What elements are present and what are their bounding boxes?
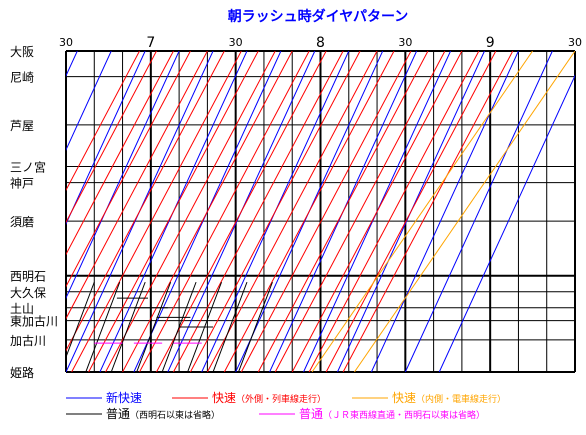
station-label: 加古川 <box>10 333 46 348</box>
kaisoku-outer-line <box>274 51 446 372</box>
kaisoku-outer-line <box>71 51 242 372</box>
time-tick-label: 9 <box>486 35 495 51</box>
kaisoku-outer-line <box>66 51 157 224</box>
station-label: 芦屋 <box>10 119 34 133</box>
legend-label: 普通 <box>299 407 323 421</box>
kaisoku-outer-line <box>66 51 191 288</box>
legend-note: （西明石以東は省略） <box>130 409 220 421</box>
kaisoku-outer-line <box>66 51 208 320</box>
train-lines <box>0 51 575 372</box>
local-line <box>110 281 146 372</box>
local-line <box>212 281 248 372</box>
kaisoku-outer-line <box>173 51 344 372</box>
shin-kaisoku-line <box>370 51 519 372</box>
station-label: 西明石 <box>10 270 46 284</box>
kaisoku-outer-line <box>122 51 293 372</box>
time-tick-label: 30 <box>59 36 73 49</box>
kaisoku-outer-line <box>139 51 310 372</box>
local-line <box>238 281 273 372</box>
legend-entry: 快速（外側・列車線走行） <box>212 391 326 405</box>
local-line <box>85 281 121 372</box>
kaisoku-outer-line <box>325 51 497 372</box>
shin-kaisoku-line <box>404 51 553 372</box>
legend-label: 快速 <box>392 391 416 405</box>
legend-note: （外側・列車線走行） <box>236 393 326 405</box>
legend-note: （内側・電車線走行） <box>416 393 506 405</box>
kaisoku-outer-line <box>223 51 395 372</box>
station-label: 東加古川 <box>10 314 58 329</box>
kaisoku-outer-line <box>156 51 327 372</box>
station-label: 大久保 <box>10 286 46 300</box>
kaisoku-outer-line <box>66 51 140 192</box>
legend-entry: 普通（西明石以東は省略） <box>106 407 220 421</box>
legend-label: 新快速 <box>106 390 142 405</box>
legend-entry: 新快速 <box>106 390 142 405</box>
kaisoku-outer-line <box>342 51 514 372</box>
station-label: 神戸 <box>10 177 34 191</box>
kaisoku-outer-line <box>206 51 378 372</box>
time-tick-label: 30 <box>568 36 582 49</box>
time-tick-label: 7 <box>146 35 155 51</box>
legend-entry: 快速（内側・電車線走行） <box>392 391 506 405</box>
legend-note: （ＪＲ東西線直通・西明石以東は省略） <box>323 409 485 421</box>
local-line <box>136 281 172 372</box>
legend-entry: 普通（ＪＲ東西線直通・西明石以東は省略） <box>299 407 485 421</box>
station-label: 姫路 <box>10 365 34 380</box>
station-label: 大阪 <box>10 45 34 59</box>
local-line <box>66 281 95 359</box>
station-label: 土山 <box>10 302 34 316</box>
time-tick-label: 30 <box>229 36 243 49</box>
station-label: 須磨 <box>10 215 34 229</box>
chart-title: 朝ラッシュ時ダイヤパターン <box>228 8 409 25</box>
kaisoku-outer-line <box>105 51 276 372</box>
legend: 新快速 快速（外側・列車線走行） 快速（内側・電車線走行）普通（西明石以東は省略）普… <box>66 390 506 421</box>
legend-label: 快速 <box>212 391 236 405</box>
kaisoku-outer-line <box>66 51 174 256</box>
kaisoku-inner-line <box>311 51 533 372</box>
kaisoku-outer-line <box>308 51 480 372</box>
grid <box>65 50 576 373</box>
shin-kaisoku-line <box>438 74 575 372</box>
time-tick-label: 30 <box>398 36 412 49</box>
kaisoku-outer-line <box>189 51 361 372</box>
kaisoku-outer-line <box>257 51 429 372</box>
kaisoku-outer-line <box>88 51 259 372</box>
kaisoku-outer-line <box>291 51 463 372</box>
kaisoku-outer-line <box>240 51 412 372</box>
shin-kaisoku-line <box>66 51 112 151</box>
station-label: 尼崎 <box>10 71 34 85</box>
shin-kaisoku-line <box>0 51 9 372</box>
time-ticks: 30 7 30 8 30 9 30 <box>59 35 582 51</box>
legend-label: 普通 <box>106 407 130 421</box>
time-tick-label: 8 <box>316 35 325 51</box>
station-label: 三ノ宮 <box>10 160 46 175</box>
kaisoku-outer-line <box>66 51 225 352</box>
kaisoku-inner-line <box>354 51 575 372</box>
